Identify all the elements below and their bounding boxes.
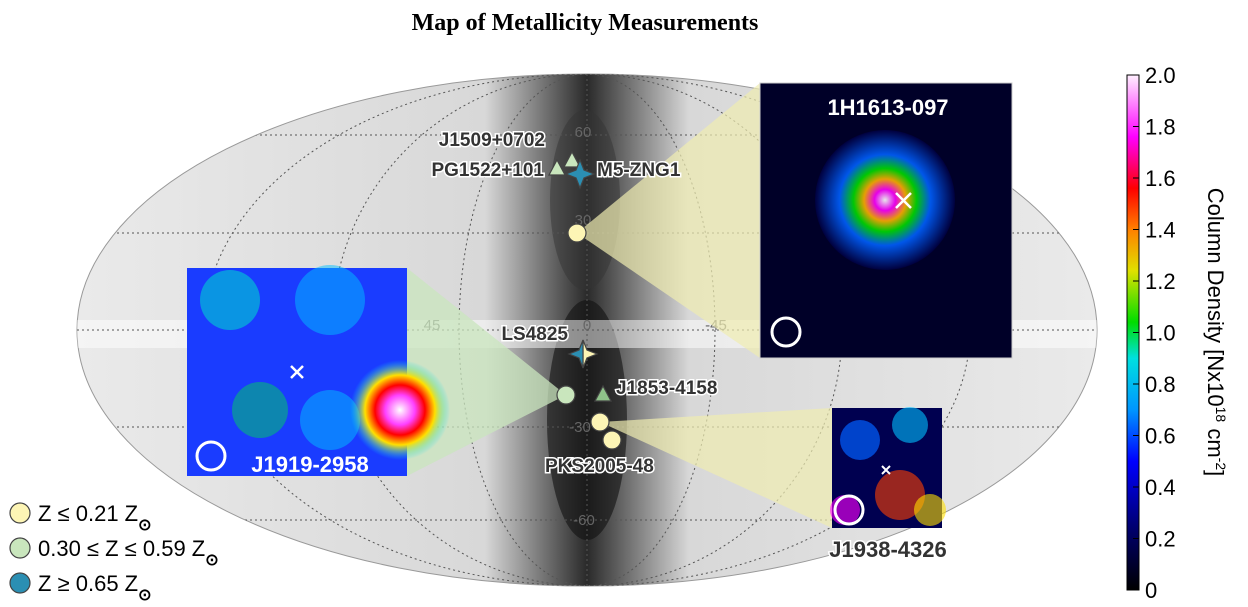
legend-subscript: ⊙	[205, 552, 218, 569]
inset-label: 1H1613-097	[827, 95, 948, 120]
legend-text: 0.30 ≤ Z ≤ 0.59 Z⊙	[38, 536, 219, 569]
legend-swatch	[10, 538, 30, 558]
figure: Map of Metallicity Measurements 60 30 0 …	[0, 0, 1248, 607]
grid-label: 0	[583, 317, 591, 334]
sightline-label: M5-ZNG1	[597, 160, 681, 181]
colorbar-tick-label: 0.2	[1145, 527, 1176, 552]
colorbar-tick-label: 0.8	[1145, 372, 1176, 397]
marker	[568, 224, 586, 242]
inset	[830, 407, 946, 528]
marker	[591, 413, 609, 431]
colorbar-tick-label: 1.2	[1145, 269, 1176, 294]
sightline-label: PG1522+101	[431, 160, 544, 181]
colorbar-tick-label: 1.0	[1145, 321, 1176, 346]
colorbar-tick-label: 0.6	[1145, 424, 1176, 449]
legend-swatch	[10, 503, 30, 523]
colorbar-tick-label: 1.4	[1145, 218, 1176, 243]
colorbar-label-part: ]	[1203, 470, 1228, 476]
sightline-label: J1853-4158	[616, 378, 717, 399]
page: {"title": "Map of Metallicity Measuremen…	[0, 0, 1248, 607]
legend-text: Z ≤ 0.21 Z⊙	[38, 501, 152, 534]
sightline-label: LS4825	[501, 324, 568, 345]
legend-label: 0.30 ≤ Z ≤ 0.59 Z	[38, 536, 205, 561]
legend-swatch	[10, 573, 30, 593]
colorbar-tick-label: 0	[1145, 578, 1157, 603]
legend-label: Z ≥ 0.65 Z	[38, 571, 138, 596]
colorbar-tick-label: 1.8	[1145, 115, 1176, 140]
colorbar-label-part: -2	[1213, 458, 1229, 471]
legend-subscript: ⊙	[138, 517, 151, 534]
grid-label: -30	[569, 419, 591, 436]
legend-label: Z ≤ 0.21 Z	[38, 501, 138, 526]
colorbar-label-part: cm	[1203, 422, 1228, 457]
sightline-label: PKS2005-48	[545, 456, 654, 477]
marker	[557, 386, 575, 404]
inset: 1H1613-097	[760, 83, 1012, 358]
legend: Z ≤ 0.21 Z⊙0.30 ≤ Z ≤ 0.59 Z⊙Z ≥ 0.65 Z⊙	[10, 501, 219, 604]
colorbar-tick-label: 0.4	[1145, 475, 1176, 500]
sightline-label: J1509+0702	[439, 130, 545, 151]
colorbar-tick-label: 1.6	[1145, 166, 1176, 191]
legend-text: Z ≥ 0.65 Z⊙	[38, 571, 152, 604]
colorbar-label-part: Column Density [Nx10	[1203, 188, 1228, 407]
marker	[603, 431, 621, 449]
title: Map of Metallicity Measurements	[412, 10, 759, 36]
grid-label: 60	[575, 124, 592, 141]
inset-label: J1919-2958	[251, 452, 368, 477]
colorbar-label: Column Density [Nx1018 cm-2]	[1203, 188, 1229, 476]
legend-subscript: ⊙	[138, 587, 151, 604]
inset-label: J1938-4326	[829, 537, 946, 562]
grid-label: -60	[573, 512, 595, 529]
colorbar-tick-label: 2.0	[1145, 63, 1176, 88]
colorbar-label-part: 18	[1213, 407, 1229, 423]
